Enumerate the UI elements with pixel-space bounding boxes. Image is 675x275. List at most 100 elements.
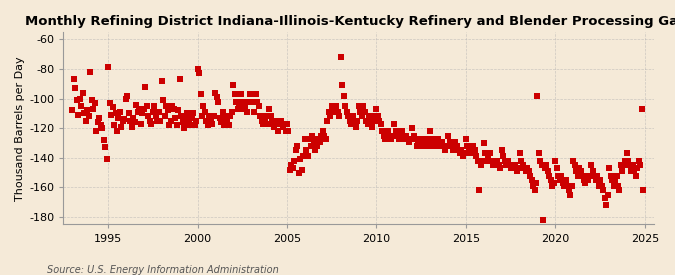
Point: [538, 218, 549, 222]
Point: [332, 110, 343, 114]
Point: [358, 104, 369, 108]
Point: [452, 144, 462, 148]
Point: [402, 136, 413, 141]
Point: [321, 136, 331, 141]
Point: [464, 148, 475, 153]
Point: [429, 144, 440, 148]
Point: [472, 159, 483, 163]
Point: [435, 144, 446, 148]
Point: [103, 65, 113, 70]
Point: [504, 163, 514, 167]
Point: [541, 163, 552, 167]
Point: [559, 184, 570, 188]
Point: [446, 144, 456, 148]
Point: [180, 114, 191, 119]
Point: [585, 174, 595, 178]
Point: [157, 79, 167, 83]
Point: [167, 104, 178, 108]
Point: [347, 114, 358, 119]
Point: [124, 111, 134, 116]
Point: [136, 122, 146, 126]
Point: [296, 167, 307, 172]
Point: [86, 98, 97, 102]
Point: [106, 113, 117, 117]
Point: [449, 144, 460, 148]
Point: [346, 122, 356, 126]
Point: [234, 104, 244, 108]
Point: [289, 159, 300, 163]
Point: [254, 114, 265, 119]
Point: [622, 151, 632, 156]
Point: [490, 163, 501, 167]
Point: [526, 178, 537, 182]
Point: [377, 129, 388, 133]
Point: [204, 114, 215, 119]
Point: [83, 114, 94, 119]
Point: [152, 119, 163, 123]
Point: [252, 99, 263, 104]
Point: [100, 145, 111, 150]
Point: [298, 154, 308, 159]
Point: [292, 144, 303, 148]
Point: [206, 119, 217, 123]
Point: [117, 119, 128, 123]
Point: [110, 111, 121, 116]
Point: [230, 92, 240, 96]
Point: [116, 125, 127, 129]
Point: [570, 163, 580, 167]
Point: [313, 136, 324, 141]
Point: [558, 181, 568, 185]
Point: [78, 90, 88, 95]
Point: [394, 136, 404, 141]
Point: [438, 144, 449, 148]
Point: [578, 178, 589, 182]
Point: [511, 169, 522, 173]
Point: [344, 119, 355, 123]
Point: [613, 184, 624, 188]
Point: [151, 114, 161, 119]
Point: [155, 119, 165, 123]
Point: [637, 107, 647, 111]
Point: [441, 144, 452, 148]
Point: [580, 181, 591, 185]
Point: [428, 139, 439, 144]
Point: [545, 178, 556, 182]
Point: [147, 110, 158, 114]
Point: [589, 174, 599, 178]
Point: [231, 99, 242, 104]
Point: [431, 139, 441, 144]
Point: [618, 163, 629, 167]
Point: [253, 104, 264, 108]
Point: [387, 133, 398, 138]
Point: [489, 159, 500, 163]
Point: [211, 95, 222, 99]
Point: [268, 125, 279, 129]
Point: [425, 129, 435, 133]
Point: [277, 125, 288, 129]
Point: [565, 193, 576, 197]
Point: [596, 184, 607, 188]
Point: [140, 84, 151, 89]
Point: [70, 86, 80, 90]
Point: [564, 188, 574, 192]
Point: [593, 184, 604, 188]
Point: [198, 104, 209, 108]
Point: [97, 126, 107, 130]
Point: [153, 110, 164, 114]
Point: [501, 163, 512, 167]
Point: [572, 174, 583, 178]
Point: [246, 92, 256, 96]
Point: [121, 97, 132, 101]
Point: [520, 169, 531, 173]
Point: [168, 107, 179, 111]
Point: [492, 159, 503, 163]
Point: [343, 114, 354, 119]
Point: [269, 119, 280, 123]
Point: [495, 166, 506, 170]
Point: [528, 184, 539, 188]
Point: [443, 133, 454, 138]
Point: [337, 83, 348, 87]
Point: [375, 122, 386, 126]
Point: [433, 139, 444, 144]
Point: [335, 55, 346, 59]
